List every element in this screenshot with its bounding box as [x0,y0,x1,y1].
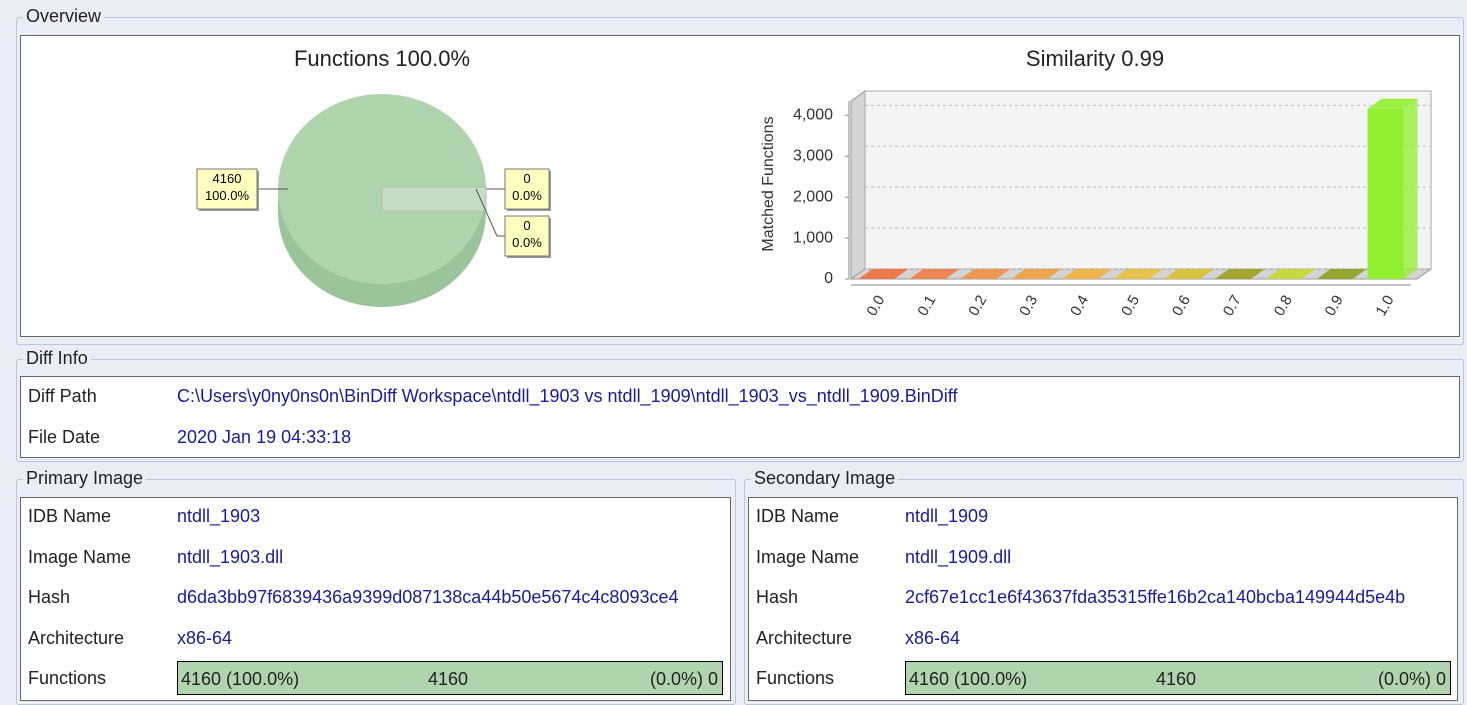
row-value: 2cf67e1cc1e6f43637fda35315ffe16b2ca140bc… [905,587,1406,607]
label-box [196,168,258,210]
pie-value-label: 0 [523,218,530,233]
row-value: ntdll_1909.dll [905,547,1012,567]
row-label: IDB Name [28,506,112,526]
row-label: Architecture [756,628,853,648]
bar-top [1367,98,1418,109]
bar-side [1403,98,1418,279]
row-label: Diff Path [28,386,97,406]
row-value: x86-64 [905,628,961,648]
row-label: IDB Name [756,506,840,526]
x-tick-label: 0.6 [1169,292,1194,319]
row-value: ntdll_1909 [905,506,989,526]
row-label: Hash [28,587,71,607]
bar-top [1113,269,1163,279]
unmatched-label: (0.0%) 0 [649,669,718,689]
y-tick-label: 1,000 [793,229,833,246]
group-title: Primary Image [23,468,147,489]
pie-value-label: 0 [523,171,530,186]
functions-bar: 4160 (100.0%) 4160 (0.0%) 0 [177,661,723,695]
overview-group: Overview [16,6,1464,345]
group-title: Secondary Image [751,468,899,489]
bar-top [1214,269,1265,279]
y-tick-label: 2,000 [793,188,833,205]
row-value: 2020 Jan 19 04:33:18 [177,427,352,447]
primary-box: IDB Name ntdll_1903 Image Name ntdll_1903.d… [20,497,731,701]
x-tick-label: 0.8 [1271,292,1296,319]
x-tick-label: 0.9 [1322,292,1347,319]
row-label: File Date [28,427,101,447]
bar-top [1265,269,1316,279]
row-label: Hash [756,587,799,607]
y-tick-label: 3,000 [793,147,833,164]
back-wall [864,90,1432,270]
diff-info-box: Diff Path C:\Users\y0ny0ns0n\BinDiff Work… [20,376,1460,458]
primary-group: Primary Image [16,468,736,705]
functions-bar: 4160 (100.0%) 4160 (0.0%) 0 [905,661,1451,695]
row-label: Architecture [28,628,125,648]
chart-title: Similarity 0.99 [1026,46,1164,71]
pie-percent-label: 0.0% [512,188,542,203]
left-wall [850,90,866,280]
row-value: C:\Users\y0ny0ns0n\BinDiff Workspace\ntd… [177,386,958,406]
x-tick-label: 1.0 [1373,292,1398,319]
row-label: Functions [756,668,835,688]
y-tick-label: 4,000 [793,107,833,124]
leader-line [475,188,505,237]
row-value: d6da3bb97f6839436a9399d087138ca44b50e567… [177,587,679,607]
x-tick-label: 0.1 [914,292,939,319]
label-box [504,215,550,257]
bar-top [1011,269,1062,279]
unmatched-label: (0.0%) 0 [1377,669,1446,689]
row-label: Image Name [28,547,132,567]
secondary-box: IDB Name ntdll_1909 Image Name ntdll_1909.d… [748,497,1458,701]
group-title: Diff Info [23,348,91,369]
group-title: Overview [23,6,105,27]
overview-box: Functions 100.0% 4160 100.0% 0 0.0% 0 0.0% Simi… [20,35,1460,337]
charts: Functions 100.0% 4160 100.0% 0 0.0% 0 0.0% Simi… [196,46,1433,319]
x-tick-label: 0.4 [1067,292,1092,319]
label-box [504,168,550,210]
diff-info-group: Diff Info [16,348,1464,462]
pie-value-label: 4160 [213,171,242,186]
matched-label: 4160 (100.0%) [181,669,300,689]
bar-top [1316,269,1367,279]
x-tick-label: 0.3 [1016,292,1041,319]
bar [1367,108,1404,279]
row-value: x86-64 [177,628,233,648]
pie-slice [381,186,487,212]
bar-top [909,269,960,279]
bar-top [1062,269,1113,279]
matched-label: 4160 (100.0%) [909,669,1028,689]
y-axis-label: Matched Functions [760,116,777,251]
x-tick-label: 0.5 [1118,292,1143,319]
x-tick-label: 0.2 [965,292,990,319]
x-tick-label: 0.0 [863,292,888,319]
pie-percent-label: 0.0% [512,235,542,250]
total-label: 4160 [1156,669,1197,689]
y-tick-label: 0 [824,270,833,287]
row-value: ntdll_1903 [177,506,261,526]
x-tick-label: 0.7 [1220,292,1245,319]
bar-top [858,269,909,279]
bar-top [960,269,1011,279]
pie-percent-label: 100.0% [205,188,250,203]
row-label: Image Name [756,547,860,567]
total-label: 4160 [428,669,469,689]
bar-top [1163,269,1214,279]
chart-title: Functions 100.0% [294,46,470,71]
row-label: Functions [28,668,107,688]
row-value: ntdll_1903.dll [177,547,284,567]
